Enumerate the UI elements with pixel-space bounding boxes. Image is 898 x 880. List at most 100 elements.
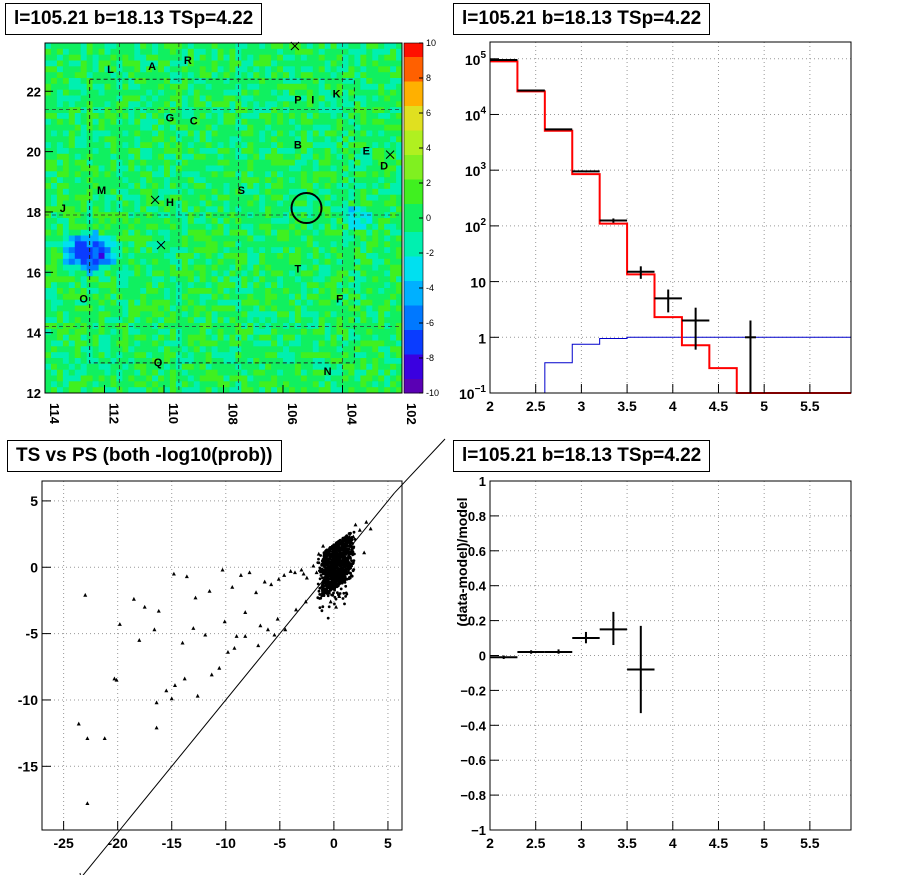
ts-map-cell (378, 253, 385, 260)
ts-map-cell (312, 159, 320, 166)
ts-map-cell (378, 83, 385, 90)
scatter-point (343, 578, 347, 581)
ts-map-cell (187, 334, 195, 341)
ts-map-cell (300, 118, 308, 125)
colorbar-cell (404, 71, 423, 75)
scatter-point (325, 548, 328, 552)
ts-map-cell (271, 305, 278, 312)
ts-map-cell (283, 183, 290, 190)
ts-map-cell (396, 43, 403, 50)
ts-map-cell (283, 253, 290, 260)
ts-map-cell (74, 48, 82, 55)
ts-map-cell (354, 218, 361, 225)
ts-map-cell (134, 241, 141, 248)
ts-map-cell (62, 136, 70, 143)
ts-map-cell (223, 369, 230, 376)
ts-map-cell (378, 258, 385, 265)
scatter-point (347, 550, 351, 554)
ts-map-cell (330, 48, 337, 55)
ts-map-cell (45, 282, 52, 289)
ts-map-cell (223, 101, 230, 108)
ts-map-cell (306, 171, 314, 178)
ts-map-cell (134, 223, 141, 230)
ts-map-cell (330, 153, 337, 160)
y-tick-label: 0 (30, 559, 38, 575)
ts-map-cell (265, 159, 272, 166)
ts-map-cell (128, 43, 135, 50)
ts-map-cell (378, 43, 385, 50)
ts-map-cell (312, 66, 320, 73)
ts-map-cell (217, 83, 224, 90)
y-tick-label: −0.6 (460, 753, 486, 768)
ts-map-cell (390, 346, 397, 353)
scatter-point (193, 595, 198, 600)
ts-map-cell (342, 78, 349, 85)
ts-map-cell (169, 387, 177, 394)
ts-map-cell (68, 130, 76, 137)
ts-map-cell (336, 270, 343, 277)
ts-map-cell (56, 188, 64, 195)
colorbar-cell (404, 347, 423, 352)
ts-map-cell (330, 101, 337, 108)
ts-map-cell (342, 352, 349, 359)
ts-map-cell (56, 264, 64, 271)
ts-map-cell (366, 206, 373, 213)
ts-map-cell (324, 352, 332, 359)
ts-map-cell (51, 159, 58, 166)
ts-map-cell (134, 381, 141, 388)
ts-map-cell (318, 188, 326, 195)
ts-map-cell (378, 136, 385, 143)
ts-map-cell (164, 83, 171, 90)
ts-map-cell (265, 194, 272, 201)
ts-map-cell (289, 95, 296, 102)
ts-map-cell (253, 218, 260, 225)
ts-map-cell (271, 253, 278, 260)
ts-map-cell (199, 381, 207, 388)
ts-map-cell (104, 358, 111, 365)
x-tick-label: 3.5 (617, 398, 637, 414)
ts-map-cell (62, 218, 70, 225)
ts-map-cell (169, 323, 177, 330)
ts-map-cell (342, 95, 349, 102)
ts-map-cell (235, 107, 242, 114)
ts-map-cell (372, 358, 379, 365)
ts-map-cell (360, 346, 367, 353)
ts-map-cell (169, 118, 177, 125)
ts-map-cell (247, 288, 254, 295)
ts-map-cell (128, 247, 135, 254)
ts-map-cell (223, 171, 230, 178)
ts-map-cell (342, 293, 349, 300)
ts-map-cell (56, 369, 64, 376)
ts-map-cell (51, 305, 58, 312)
ts-map-cell (253, 194, 260, 201)
scatter-point (349, 562, 353, 565)
ts-map-cell (62, 229, 70, 236)
ts-map-cell (158, 183, 165, 190)
ts-map-cell (122, 159, 129, 166)
spectrum-title: l=105.21 b=18.13 TSp=4.22 (453, 3, 711, 35)
scatter-point (184, 574, 189, 579)
ts-map-cell (164, 305, 171, 312)
ts-map-cell (318, 258, 326, 265)
ts-map-cell (80, 60, 88, 67)
ts-map-cell (199, 229, 207, 236)
ts-map-cell (265, 352, 272, 359)
ts-map-cell (330, 305, 337, 312)
ts-map-cell (265, 293, 272, 300)
ts-map-cell (45, 305, 52, 312)
ts-map-cell (318, 95, 326, 102)
ts-map-cell (92, 264, 99, 271)
ts-map-cell (253, 340, 260, 347)
ts-map-cell (211, 171, 218, 178)
ts-map-cell (146, 107, 153, 114)
ts-map-cell (294, 183, 302, 190)
ts-map-cell (396, 89, 403, 96)
ts-map-cell (187, 107, 195, 114)
ts-map-cell (300, 165, 308, 172)
ts-map-cell (336, 328, 343, 335)
ts-map-cell (128, 48, 135, 55)
ts-map-cell (51, 311, 58, 318)
ts-map-cell (164, 183, 171, 190)
ts-map-cell (164, 130, 171, 137)
ts-map-cell (259, 381, 266, 388)
